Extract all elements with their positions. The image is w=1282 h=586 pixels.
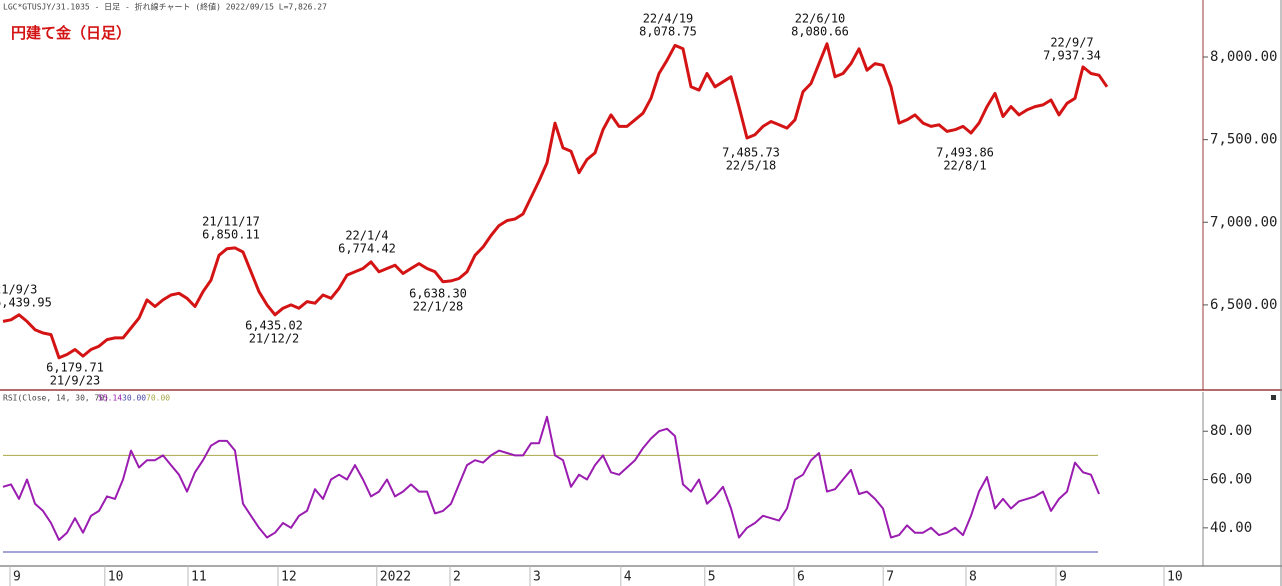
annotation: 22/8/1 [943,159,986,173]
y-tick-label: 8,000.00 [1210,49,1277,65]
x-tick-label: 3 [533,570,541,585]
x-tick-label: 12 [281,570,297,585]
annotation: 21/12/2 [249,332,300,346]
annotation: 6,179.71 [46,361,104,375]
y-tick-label: 7,000.00 [1210,214,1277,230]
annotation: 22/1/28 [413,300,464,314]
annotation: 6,435.02 [245,319,303,333]
y-tick-label: 7,500.00 [1210,132,1277,148]
x-tick-label: 6 [797,570,805,585]
chart-header: LGC*GTUSJY/31.1035 - 日足 - 折れ線チャート (終値) 2… [3,2,327,12]
data-line [2,42,1109,360]
legend-entry: 55.14 [98,394,122,403]
annotation: 21/9/23 [50,374,101,388]
annotation: 22/1/4 [345,229,388,243]
annotation: 6,850.11 [202,228,260,242]
x-tick-label: 8 [969,570,977,585]
annotation: 7,493.86 [936,146,994,160]
annotation: 8,080.66 [791,25,849,39]
x-tick-label: 7 [886,570,894,585]
chart-title: 円建て金（日足） [11,24,131,42]
x-tick-label: 9 [13,570,21,585]
annotation: 21/9/3 [0,283,37,297]
x-tick-label: 9 [1059,570,1067,585]
legend-entry: 70.00 [146,394,170,403]
annotation: 8,078.75 [639,25,697,39]
annotation: 6,439.95 [0,296,52,310]
annotation: 22/5/18 [726,159,777,173]
annotation: 21/11/17 [202,215,260,229]
annotation: 7,485.73 [722,146,780,160]
annotation: 22/4/19 [643,12,694,26]
panel-icon [1271,395,1276,400]
x-tick-label: 10 [1167,570,1183,585]
x-tick-label: 4 [624,570,632,585]
indicator-title: RSI(Close, 14, 30, 70) [3,394,109,403]
data-line [2,415,1100,541]
annotation: 22/9/7 [1050,36,1093,50]
x-tick-label: 11 [191,570,207,585]
y-tick-label: 40.00 [1210,520,1252,536]
y-tick-label: 60.00 [1210,472,1252,488]
x-tick-label: 2 [453,570,461,585]
annotation: 6,638.30 [409,287,467,301]
x-tick-label: 2022 [380,570,411,585]
x-tick-label: 5 [708,570,716,585]
annotation: 6,774.42 [338,242,396,256]
annotation: 7,937.34 [1043,49,1101,63]
y-tick-label: 80.00 [1210,423,1252,439]
annotation: 22/6/10 [795,12,846,26]
x-tick-label: 10 [108,570,124,585]
legend-entry: 30.00 [122,394,146,403]
y-tick-label: 6,500.00 [1210,297,1277,313]
